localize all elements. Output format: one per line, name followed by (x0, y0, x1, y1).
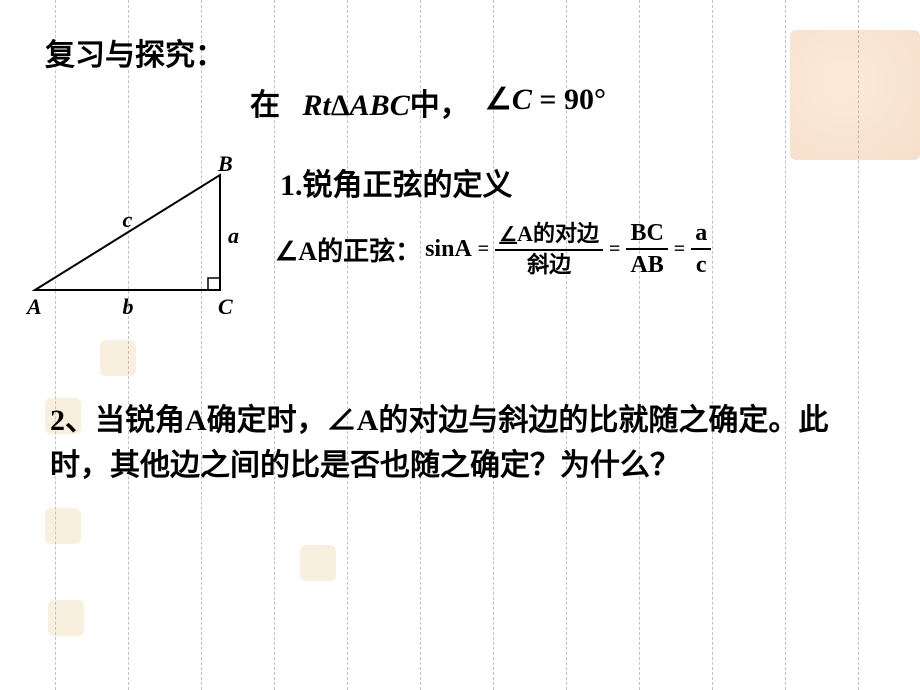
rt-prefix: 在 (250, 89, 280, 122)
seal-s3 (45, 508, 81, 544)
seal-s5 (48, 600, 84, 636)
def1-num: 1. (280, 169, 303, 202)
frac2-den: AB (626, 252, 667, 278)
seal-s1 (100, 340, 136, 376)
frac-bc-ab: BC AB (626, 220, 667, 279)
rt-triangle-line: 在 RtΔABC中， (250, 80, 470, 124)
tri-label-b: b (123, 294, 134, 320)
eq1: = (478, 238, 489, 261)
rt-delta: Δ (331, 89, 350, 122)
tri-label-c: c (123, 207, 133, 233)
angle-val: 90° (564, 83, 606, 116)
question-2: 2、当锐角A确定时，∠A的对边与斜边的比就随之确定。此时，其他边之间的比是否也随… (50, 398, 830, 488)
frac-a-c: a c (691, 220, 711, 279)
frac3-num: a (691, 220, 711, 246)
def1-heading: 1.锐角正弦的定义 (280, 160, 513, 204)
def1-text: 锐角正弦的定义 (303, 169, 513, 202)
tri-label-C: C (218, 294, 233, 320)
rt-abc: ABC (350, 89, 410, 122)
seal-s4 (300, 545, 336, 581)
angle-eq: = (532, 83, 564, 116)
frac3-den: c (692, 252, 711, 278)
angle-sym: ∠ (485, 83, 512, 116)
page-title: 复习与探究： (45, 30, 225, 74)
frac2-num: BC (626, 220, 667, 246)
eq3: = (674, 238, 685, 261)
frac-opposite-over-hyp: ∠A的对边 斜边 (495, 221, 603, 278)
tri-label-a: a (228, 223, 239, 249)
rt-text: Rt (303, 89, 331, 122)
angle-a-label: ∠A的正弦： (275, 231, 421, 268)
angle-c-eq: ∠C = 90° (485, 82, 606, 117)
sin-definition-line: ∠A的正弦： sinA = ∠A的对边 斜边 = BC AB = a c (275, 220, 711, 279)
tri-label-A: A (27, 294, 42, 320)
rt-suffix: 中， (410, 89, 470, 122)
tri-label-B: B (218, 151, 233, 177)
frac1-den: 斜边 (523, 253, 575, 277)
eq2: = (609, 238, 620, 261)
angle-c-letter: C (512, 83, 532, 116)
sina-text: sinA (425, 236, 472, 263)
triangle-diagram: A B C a b c (30, 160, 250, 330)
triangle-svg (30, 160, 250, 330)
seal-big (790, 30, 920, 160)
frac1-num: ∠A的对边 (495, 221, 603, 247)
